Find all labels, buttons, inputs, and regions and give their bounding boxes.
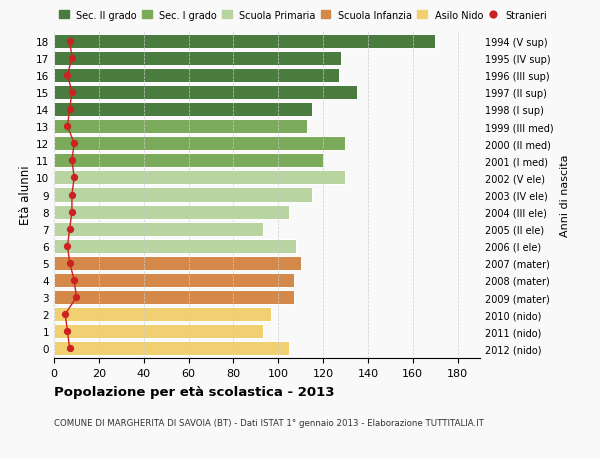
Point (65, 225, 74, 233)
Bar (54, 274, 294, 287)
Point (61, 311, 70, 318)
Bar (54, 341, 289, 356)
Point (65, 260, 74, 267)
Bar (54, 325, 263, 339)
Point (65, 345, 74, 353)
Text: Popolazione per età scolastica - 2013: Popolazione per età scolastica - 2013 (54, 386, 335, 398)
Point (71, 294, 81, 301)
Bar (54, 34, 435, 49)
Y-axis label: Età alunni: Età alunni (19, 165, 32, 225)
Point (70, 174, 79, 182)
Legend: Sec. II grado, Sec. I grado, Scuola Primaria, Scuola Infanzia, Asilo Nido, Stran: Sec. II grado, Sec. I grado, Scuola Prim… (59, 11, 547, 21)
Bar (54, 69, 339, 83)
Bar (54, 256, 301, 270)
Bar (54, 51, 341, 66)
Bar (54, 86, 356, 100)
Point (67, 157, 77, 165)
Bar (54, 222, 263, 236)
Point (67, 208, 77, 216)
Bar (54, 120, 307, 134)
Point (62, 123, 72, 130)
Point (62, 72, 72, 79)
Bar (54, 171, 346, 185)
Text: COMUNE DI MARGHERITA DI SAVOIA (BT) - Dati ISTAT 1° gennaio 2013 - Elaborazione : COMUNE DI MARGHERITA DI SAVOIA (BT) - Da… (54, 418, 484, 427)
Point (70, 277, 79, 284)
Point (67, 191, 77, 199)
Bar (54, 154, 323, 168)
Point (62, 328, 72, 335)
Point (65, 38, 74, 45)
Point (62, 243, 72, 250)
Bar (54, 205, 289, 219)
Point (70, 140, 79, 147)
Point (67, 89, 77, 96)
Bar (54, 188, 312, 202)
Y-axis label: Anni di nascita: Anni di nascita (560, 154, 569, 236)
Bar (54, 239, 296, 253)
Bar (54, 137, 346, 151)
Bar (54, 103, 312, 117)
Point (65, 106, 74, 113)
Bar (54, 291, 294, 304)
Bar (54, 308, 271, 321)
Point (67, 55, 77, 62)
